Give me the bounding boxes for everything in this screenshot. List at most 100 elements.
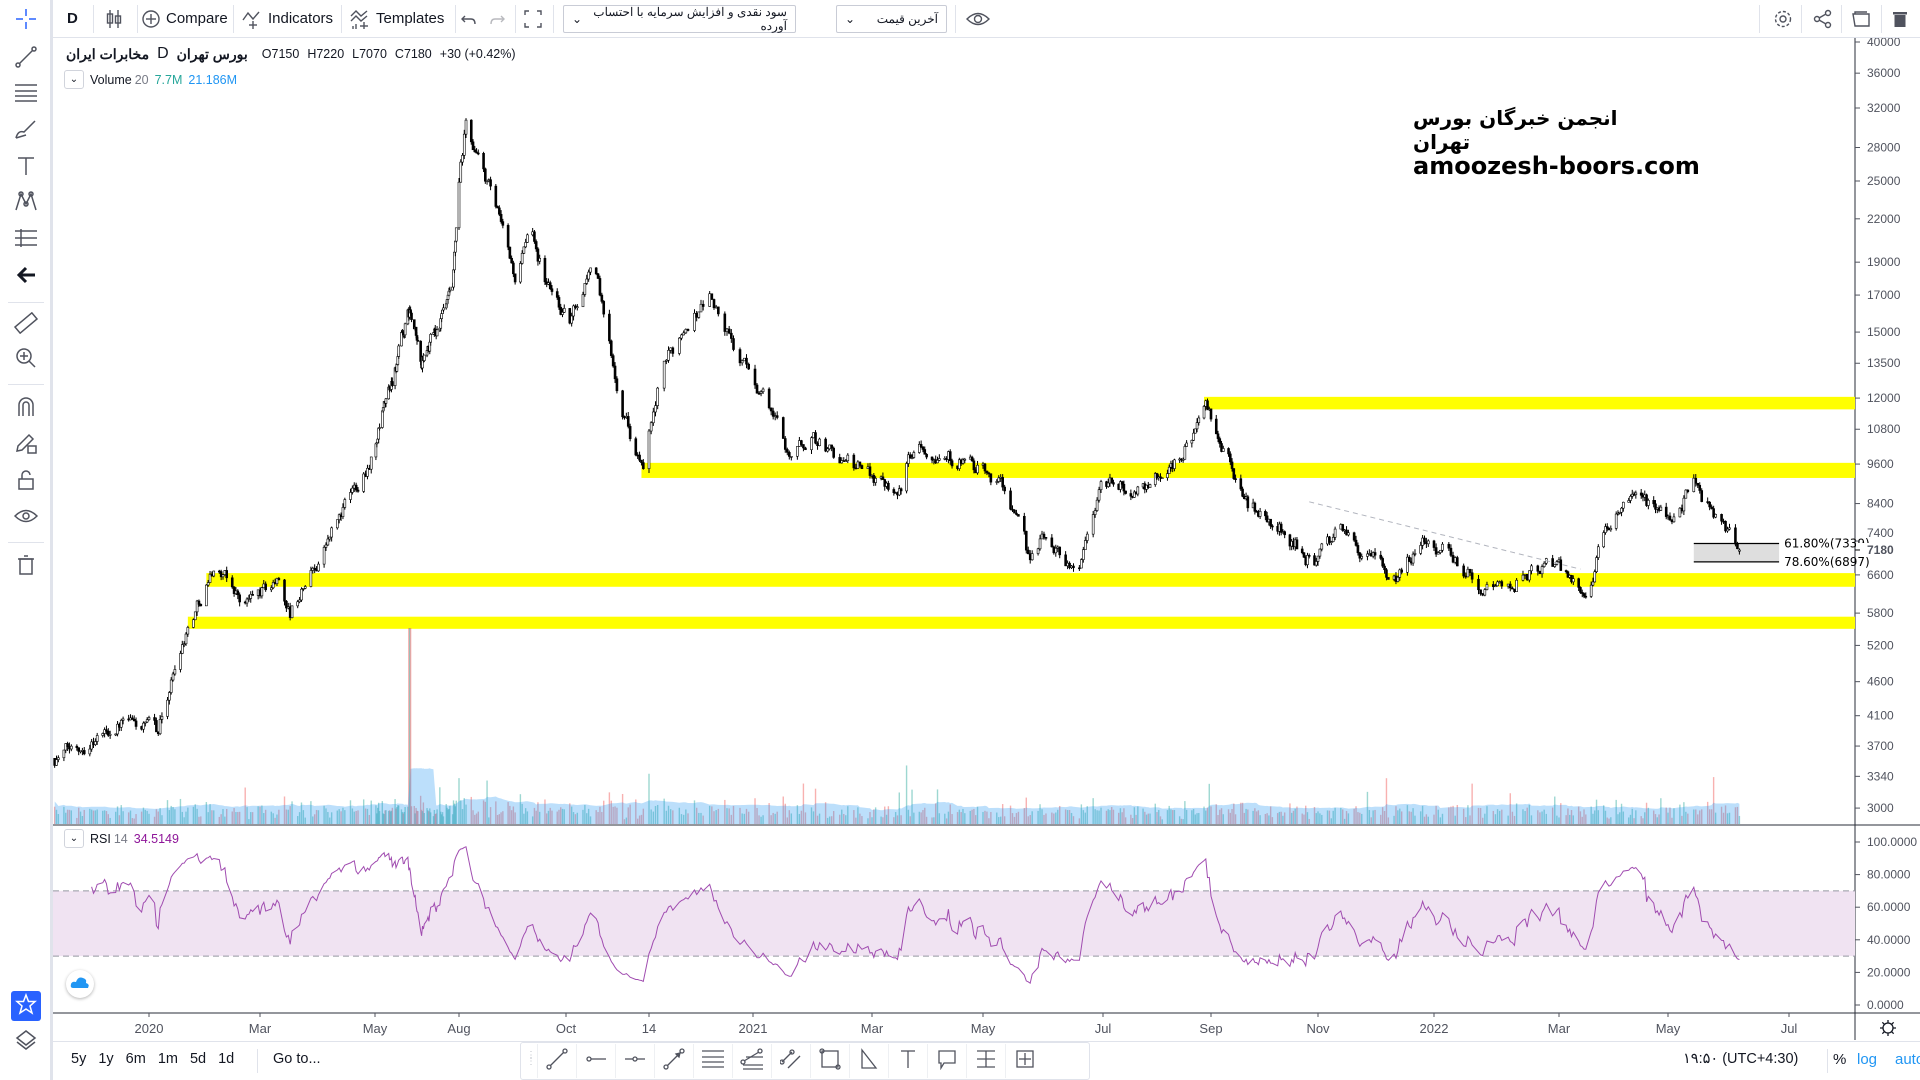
fav-date-price-range[interactable]	[1005, 1044, 1044, 1078]
auto-scale-toggle[interactable]: auto	[1895, 1051, 1920, 1068]
lock-drawings-tool[interactable]	[10, 467, 42, 497]
candle-body	[1371, 552, 1375, 557]
tradingview-logo-button[interactable]	[66, 970, 94, 998]
candle-body	[1015, 512, 1018, 515]
volume-bar	[463, 798, 465, 824]
candle-body	[1694, 477, 1698, 484]
fullscreen-button[interactable]	[523, 0, 543, 37]
candle	[121, 716, 125, 725]
crosshair-tool[interactable]	[10, 6, 42, 36]
range-5y[interactable]: 5y	[71, 1051, 87, 1067]
fav-triangle[interactable]	[849, 1044, 888, 1078]
templates-button[interactable]: Templates	[349, 0, 444, 37]
fav-callout[interactable]	[927, 1044, 966, 1078]
candle-body	[1255, 511, 1258, 513]
fav-rectangle[interactable]	[810, 1044, 849, 1078]
candle-body	[1244, 496, 1248, 500]
interval-button[interactable]: D	[67, 0, 78, 37]
fav-arrow[interactable]	[654, 1044, 693, 1078]
candle-body	[810, 437, 813, 451]
drag-handle-icon[interactable]: ⋮ ⋮	[526, 1050, 536, 1067]
candle	[400, 330, 403, 347]
ruler-tool[interactable]	[10, 310, 42, 340]
delete-chart-button[interactable]	[1891, 0, 1909, 37]
percent-scale-toggle[interactable]: %	[1833, 1051, 1847, 1068]
candle-body	[1251, 502, 1255, 509]
log-scale-toggle[interactable]: log	[1857, 1051, 1878, 1068]
volume-bar	[708, 805, 711, 824]
candle-body	[1302, 552, 1306, 558]
candle-body	[421, 356, 424, 369]
share-button[interactable]	[1813, 0, 1833, 37]
prediction-tool[interactable]	[10, 225, 42, 255]
volume-bar	[1215, 804, 1217, 824]
candle-body	[796, 446, 799, 457]
collapse-rsi-button[interactable]: ⌄	[64, 829, 84, 848]
object-tree-button[interactable]	[10, 1027, 42, 1057]
fav-trendline[interactable]	[537, 1044, 576, 1078]
stay-in-drawing-tool[interactable]	[10, 430, 42, 460]
candle	[638, 451, 641, 463]
candle	[243, 600, 247, 605]
candle	[206, 579, 210, 587]
hide-drawings-tool[interactable]	[10, 503, 42, 533]
undo-button[interactable]	[460, 0, 478, 37]
range-1d[interactable]: 1d	[218, 1051, 235, 1067]
candle	[1439, 549, 1442, 555]
symbol-name[interactable]: مخابرات ایران	[66, 45, 150, 62]
candle-body	[976, 464, 979, 474]
candle-body	[221, 574, 225, 578]
candle-body	[1011, 508, 1014, 511]
range-1y[interactable]: 1y	[98, 1051, 114, 1067]
fav-horizontal-ray[interactable]	[576, 1044, 615, 1078]
fav-text[interactable]	[888, 1044, 927, 1078]
volume-bar	[259, 806, 261, 824]
price-type-select[interactable]: ⌄ آخرین قیمت	[836, 5, 947, 33]
candle-body	[1171, 463, 1174, 469]
clock-timezone[interactable]: ۱۹:۵۰ (UTC+4:30)	[1683, 1051, 1799, 1067]
candle-body	[1221, 448, 1225, 452]
zoom-in-tool[interactable]	[10, 345, 42, 375]
visibility-button[interactable]	[966, 0, 990, 37]
compare-button[interactable]: Compare	[141, 0, 228, 37]
fib-tool[interactable]	[10, 80, 42, 110]
candle	[1082, 546, 1085, 563]
candle	[1485, 581, 1489, 591]
candle-body	[219, 571, 223, 578]
trendline-tool[interactable]	[10, 44, 42, 74]
candle-body	[1306, 555, 1309, 566]
fav-fib-retracement[interactable]	[732, 1044, 771, 1078]
camera-icon	[1851, 9, 1873, 29]
volume-bar	[1252, 810, 1254, 824]
chart-type-button[interactable]	[105, 0, 123, 37]
candle	[1221, 445, 1225, 452]
redo-button[interactable]	[488, 0, 506, 37]
fav-parallel-lines[interactable]	[693, 1044, 732, 1078]
volume-bar	[1530, 815, 1533, 824]
fav-horizontal-line[interactable]	[615, 1044, 654, 1078]
snapshot-button[interactable]	[1851, 0, 1873, 37]
pattern-tool[interactable]	[10, 188, 42, 218]
fav-parallel-channel[interactable]	[771, 1044, 810, 1078]
goto-button[interactable]: Go to...	[273, 1051, 321, 1067]
text-tool[interactable]	[10, 153, 42, 183]
back-button[interactable]	[10, 262, 42, 292]
magnet-tool[interactable]	[10, 394, 42, 424]
candle	[662, 360, 666, 392]
fav-price-range[interactable]	[966, 1044, 1005, 1078]
candle	[583, 283, 587, 297]
candle	[732, 335, 735, 352]
exchange-name: بورس تهران	[176, 45, 248, 62]
indicators-button[interactable]: Indicators	[241, 0, 333, 37]
favorites-button[interactable]	[11, 991, 41, 1021]
settings-button[interactable]	[1773, 0, 1793, 37]
collapse-volume-button[interactable]: ⌄	[64, 70, 84, 89]
candle-body	[1030, 553, 1034, 561]
range-1m[interactable]: 1m	[157, 1051, 178, 1067]
brush-tool[interactable]	[10, 116, 42, 146]
range-6m[interactable]: 6m	[125, 1051, 146, 1067]
range-5d[interactable]: 5d	[189, 1051, 207, 1067]
remove-drawings-tool[interactable]	[10, 552, 42, 582]
volume-bar	[327, 812, 329, 824]
dividend-adjust-select[interactable]: ⌄ سود نقدی و افزایش سرمایه با احتساب آورد…	[563, 5, 796, 33]
